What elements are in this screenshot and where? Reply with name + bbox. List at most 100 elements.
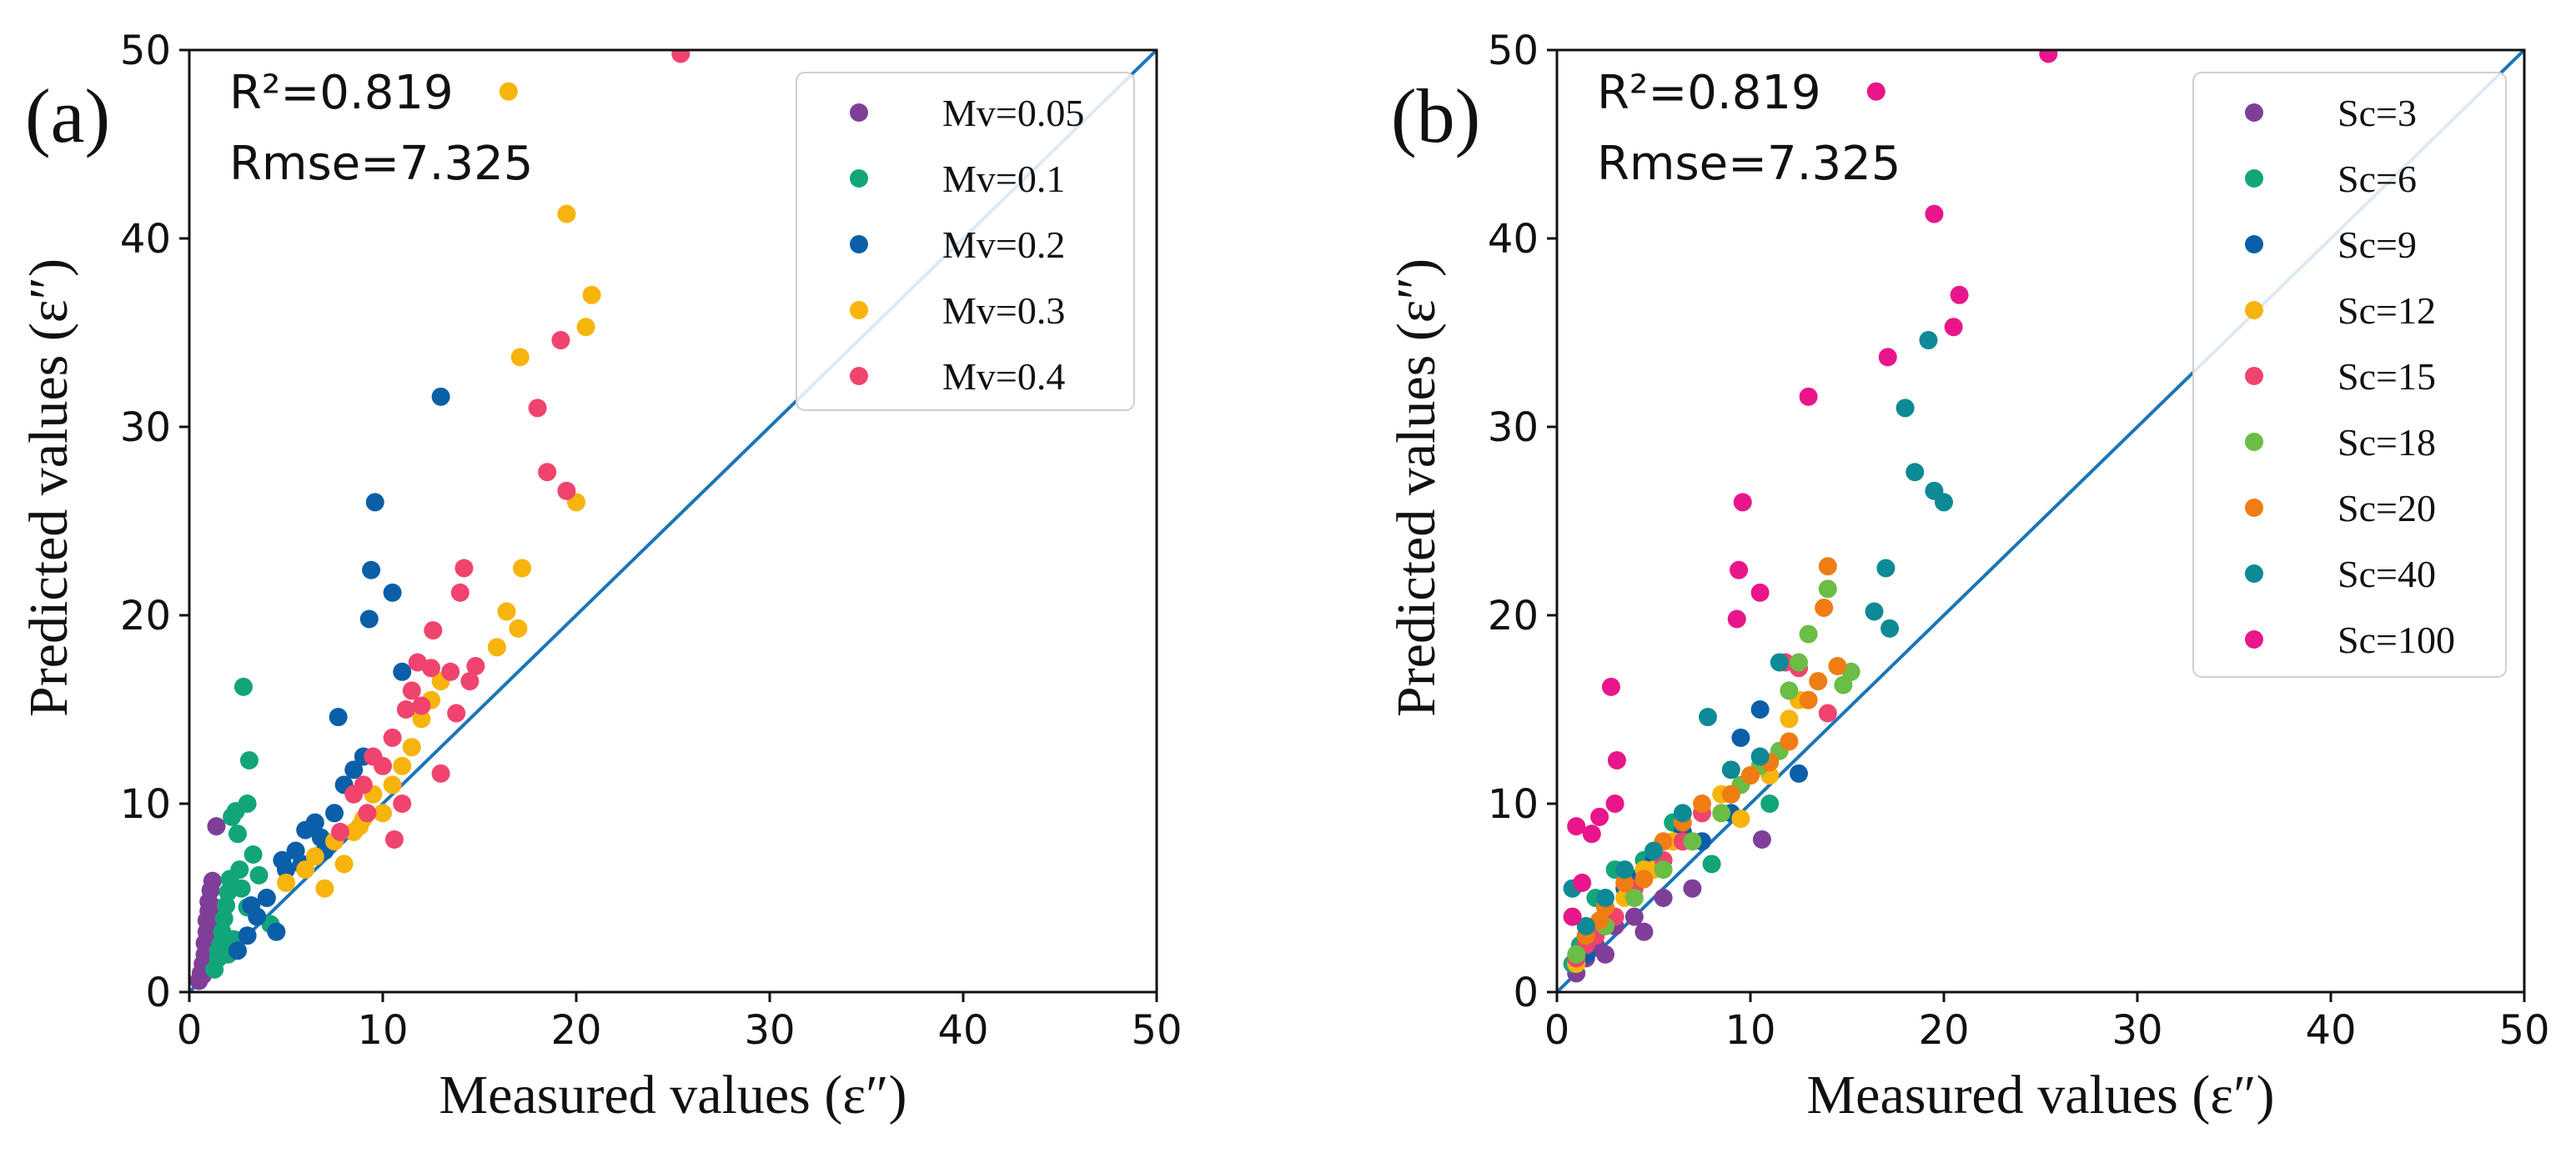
- data-point: [466, 657, 485, 676]
- data-point: [1799, 624, 1818, 644]
- x-tick-label: 40: [937, 1007, 988, 1054]
- y-axis-label: Predicted values (ε″): [1386, 258, 1447, 717]
- x-axis-label: Measured values (ε″): [1807, 1065, 2275, 1125]
- data-point: [1906, 463, 1925, 482]
- data-point: [362, 560, 381, 579]
- r2-annotation: R²=0.819: [1597, 66, 1821, 120]
- x-tick-label: 40: [2305, 1007, 2356, 1054]
- r2-annotation: R²=0.819: [229, 66, 454, 120]
- data-point: [1634, 870, 1654, 889]
- data-point: [557, 204, 576, 223]
- scatter-points: [189, 50, 690, 990]
- data-point: [1815, 598, 1834, 617]
- data-point: [1881, 619, 1900, 638]
- data-point: [1780, 709, 1799, 729]
- data-point: [528, 399, 547, 418]
- data-point: [582, 285, 601, 304]
- data-point: [460, 672, 480, 691]
- y-tick-label: 50: [120, 28, 171, 74]
- data-point: [1865, 602, 1884, 621]
- legend-label: Mv=0.3: [942, 289, 1065, 332]
- legend-marker: [2245, 499, 2263, 517]
- x-tick-label: 20: [1918, 1007, 1969, 1054]
- x-axis-label: Measured values (ε″): [439, 1065, 907, 1125]
- data-point: [1750, 583, 1770, 602]
- data-point: [402, 738, 421, 757]
- data-point: [1818, 704, 1837, 723]
- data-point: [277, 873, 295, 892]
- rmse-annotation: Rmse=7.325: [1597, 137, 1901, 191]
- y-tick-label: 0: [145, 970, 171, 1016]
- y-tick-label: 40: [120, 216, 171, 263]
- y-tick-label: 30: [1488, 404, 1539, 451]
- data-point: [249, 865, 269, 885]
- data-point: [354, 775, 373, 795]
- data-point: [441, 662, 460, 681]
- data-point: [244, 845, 263, 865]
- legend-label: Sc=100: [2337, 619, 2455, 661]
- data-point: [1876, 559, 1896, 578]
- y-tick-label: 40: [1488, 216, 1539, 263]
- data-point: [1878, 348, 1897, 367]
- tick-group: 0 10 20 30 40 50 0 10 20 30 40 50: [120, 28, 1183, 1054]
- data-point: [1601, 677, 1620, 696]
- data-point: [1673, 804, 1692, 823]
- data-point: [1950, 285, 1969, 304]
- data-point: [1567, 945, 1586, 964]
- legend: Mv=0.05 Mv=0.1 Mv=0.2 Mv=0.3 Mv=0.4: [796, 72, 1135, 411]
- data-point: [334, 855, 354, 874]
- data-point: [1576, 916, 1595, 935]
- data-point: [1615, 873, 1634, 892]
- data-point: [499, 82, 518, 101]
- data-point: [1733, 493, 1752, 512]
- data-point: [1683, 879, 1702, 898]
- rmse-annotation: Rmse=7.325: [229, 137, 533, 191]
- data-point: [273, 850, 292, 870]
- legend-marker: [2245, 103, 2263, 122]
- data-point: [239, 751, 259, 770]
- x-tick-label: 0: [177, 1007, 203, 1054]
- data-point: [330, 822, 349, 841]
- data-point: [383, 728, 402, 747]
- data-point: [305, 813, 324, 832]
- data-point: [238, 795, 257, 813]
- data-point: [233, 677, 253, 696]
- data-point: [1596, 889, 1614, 907]
- data-point: [1727, 609, 1746, 629]
- data-point: [358, 804, 377, 823]
- data-point: [1624, 907, 1644, 926]
- plot-frame: [188, 48, 1158, 994]
- data-point: [1790, 764, 1808, 783]
- data-point: [1730, 560, 1749, 579]
- data-point: [1818, 557, 1837, 576]
- legend-label: Mv=0.2: [942, 223, 1065, 266]
- legend-marker: [2245, 235, 2263, 253]
- data-point: [497, 602, 516, 621]
- data-point: [344, 760, 364, 780]
- data-point: [1615, 860, 1634, 880]
- y-tick-label: 20: [120, 593, 171, 639]
- data-point: [1721, 785, 1740, 804]
- data-point: [1634, 922, 1654, 941]
- legend-marker: [850, 367, 868, 385]
- legend-label: Sc=15: [2337, 355, 2436, 398]
- data-point: [402, 681, 421, 700]
- data-point: [1563, 907, 1582, 926]
- data-point: [412, 709, 431, 729]
- data-point: [296, 860, 315, 880]
- legend-label: Mv=0.1: [942, 158, 1065, 200]
- legend-box: [796, 72, 1135, 411]
- data-point: [509, 619, 528, 638]
- data-point: [1693, 795, 1711, 813]
- data-point: [1573, 873, 1592, 892]
- data-point: [374, 804, 392, 823]
- y-tick-label: 10: [1488, 781, 1539, 828]
- data-point: [671, 50, 690, 63]
- data-point: [450, 583, 470, 602]
- data-point: [267, 922, 286, 941]
- data-point: [203, 871, 222, 890]
- x-tick-label: 10: [1725, 1007, 1775, 1054]
- data-point: [207, 817, 226, 836]
- data-point: [1944, 318, 1963, 337]
- y-axis-label: Predicted values (ε″): [18, 258, 79, 717]
